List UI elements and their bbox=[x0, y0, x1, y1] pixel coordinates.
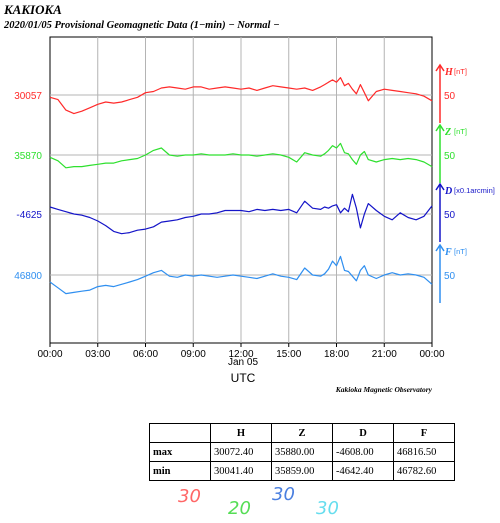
chart-subtitle: 2020/01/05 Provisional Geomagnetic Data … bbox=[3, 20, 279, 31]
stats-row-min: min 30041.40 35859.00 -4642.40 46782.60 bbox=[149, 461, 455, 481]
series-unit-f: [nT] bbox=[454, 247, 467, 256]
stats-cell: 30041.40 bbox=[210, 461, 272, 481]
scale-note-f: 30 bbox=[316, 498, 339, 519]
stats-corner bbox=[149, 423, 211, 443]
x-tick-label: 12:00 bbox=[228, 349, 253, 360]
stats-cell: -4608.00 bbox=[332, 442, 394, 462]
stats-table: H Z D F max 30072.40 35880.00 -4608.00 4… bbox=[149, 423, 455, 481]
stats-row-max: max 30072.40 35880.00 -4608.00 46816.50 bbox=[149, 442, 455, 462]
stats-header-z: Z bbox=[271, 423, 333, 443]
scale-note-z: 20 bbox=[228, 498, 251, 519]
stats-header-row: H Z D F bbox=[149, 423, 455, 443]
baseline-label-f: 46800 bbox=[14, 271, 42, 282]
series-name-z: Z bbox=[444, 127, 451, 138]
x-tick-label: 09:00 bbox=[181, 349, 206, 360]
series-unit-h: [nT] bbox=[454, 67, 467, 76]
baseline-labels: 30057 35870 -4625 46800 bbox=[14, 91, 42, 282]
series-line-d bbox=[49, 193, 433, 235]
stats-header-h: H bbox=[210, 423, 272, 443]
scale-arrow-d bbox=[435, 182, 445, 191]
baseline-label-h: 30057 bbox=[14, 91, 42, 102]
scale-value-f: 50 bbox=[444, 271, 456, 282]
stats-row-label: min bbox=[149, 461, 211, 481]
stats-cell: 35880.00 bbox=[271, 442, 333, 462]
scale-note-h: 30 bbox=[178, 486, 201, 507]
series-line-f bbox=[49, 255, 433, 295]
stats-cell: -4642.40 bbox=[332, 461, 394, 481]
grid bbox=[50, 37, 432, 343]
series-name-d: D bbox=[444, 186, 452, 197]
x-tick-label: 21:00 bbox=[372, 349, 397, 360]
x-tick-label: 00:00 bbox=[419, 349, 444, 360]
series-name-h: H bbox=[444, 67, 454, 78]
series-name-f: F bbox=[444, 247, 452, 258]
series-line-z bbox=[49, 142, 433, 169]
scale-value-z: 50 bbox=[444, 151, 456, 162]
stats-cell: 35859.00 bbox=[271, 461, 333, 481]
date-label: Jan 05 bbox=[228, 357, 258, 368]
scale-arrow-z bbox=[435, 123, 445, 132]
scale-value-h: 50 bbox=[444, 91, 456, 102]
station-title: KAKIOKA bbox=[3, 2, 62, 17]
stats-cell: 30072.40 bbox=[210, 442, 272, 462]
stats-header-d: D bbox=[332, 423, 394, 443]
scale-arrow-h bbox=[435, 63, 445, 72]
x-tick-label: 15:00 bbox=[276, 349, 301, 360]
x-tick-label: 00:00 bbox=[37, 349, 62, 360]
series-unit-z: [nT] bbox=[454, 127, 467, 136]
x-axis-label: UTC bbox=[231, 371, 256, 385]
stats-row-label: max bbox=[149, 442, 211, 462]
scale-labels: H [nT]50Z [nT]50D [x0.1arcmin]50F [nT]50 bbox=[435, 63, 495, 303]
x-tick-label: 06:00 bbox=[133, 349, 158, 360]
series-line-h bbox=[49, 76, 433, 115]
x-axis-ticks: 00:00 03:00 06:00 09:00 12:00 15:00 18:00 21:00… bbox=[37, 343, 445, 360]
scale-note-d: 30 bbox=[272, 484, 295, 505]
baseline-label-z: 35870 bbox=[14, 151, 42, 162]
observatory-credit: Kakioka Magnetic Observatory bbox=[335, 385, 433, 394]
x-tick-label: 03:00 bbox=[85, 349, 110, 360]
scale-arrow-f bbox=[435, 243, 445, 252]
scale-value-d: 50 bbox=[444, 210, 456, 221]
geomagnetic-chart: KAKIOKA 2020/01/05 Provisional Geomagnet… bbox=[3, 2, 495, 394]
x-tick-label: 18:00 bbox=[324, 349, 349, 360]
baseline-label-d: -4625 bbox=[16, 210, 42, 221]
stats-cell: 46816.50 bbox=[393, 442, 455, 462]
stats-header-f: F bbox=[393, 423, 455, 443]
series-group bbox=[49, 76, 433, 295]
stats-cell: 46782.60 bbox=[393, 461, 455, 481]
series-unit-d: [x0.1arcmin] bbox=[454, 186, 495, 195]
